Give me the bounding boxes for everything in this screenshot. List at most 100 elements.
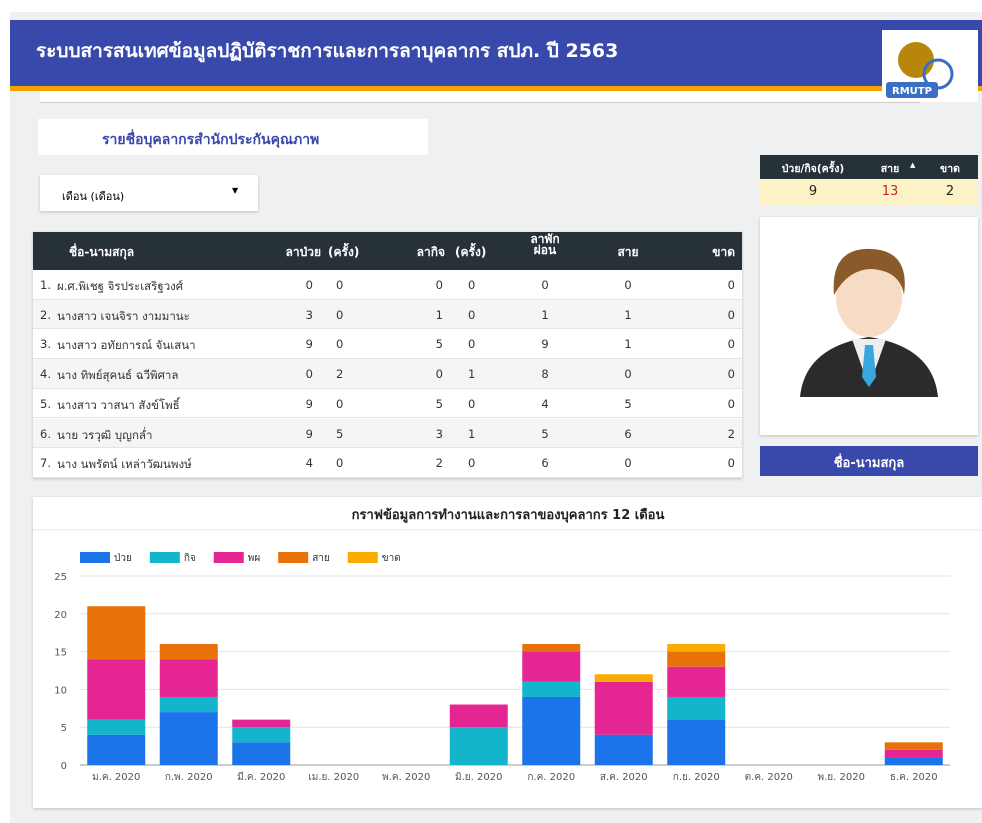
chart: กราฟข้อมูลการทำงานและการลาของบุคลากร 12 … [33, 507, 982, 783]
summary-header-cell: ขาด [940, 163, 960, 175]
legend-label: พผ [248, 553, 261, 564]
table-row [33, 388, 742, 419]
bar-segment [87, 659, 146, 720]
table-cell: 3 [435, 426, 443, 441]
x-tick-label: ส.ค. 2020 [600, 772, 648, 783]
x-tick-label: พ.ค. 2020 [382, 772, 430, 783]
legend-swatch [213, 552, 244, 563]
column-header: ชื่อ-นามสกุล [69, 245, 135, 259]
table-row [33, 448, 742, 478]
bar-segment [594, 734, 653, 765]
bar-segment [449, 727, 508, 765]
dropdown-arrow: ▼ [232, 186, 239, 195]
table-cell: 0 [468, 278, 476, 292]
table-cell: 0 [727, 278, 735, 292]
table-cell: 5. [40, 396, 51, 411]
logo-graphic: RMUTP [886, 42, 954, 98]
dropdown-text: เดือน (เดือน) [62, 190, 125, 203]
header-title: ระบบสารสนเทศข้อมูลปฏิบัติราชการและการลาบ… [36, 40, 619, 62]
table-row [33, 299, 742, 330]
column-header: ขาด [712, 245, 735, 259]
bar-segment [594, 674, 653, 682]
table-cell: นาย วรวุฒิ บุญกล่ำ [57, 427, 153, 442]
column-header: (ครั้ง) [328, 245, 360, 259]
x-tick-label: ก.ย. 2020 [673, 772, 720, 783]
bar-segment [667, 666, 726, 697]
y-tick-label: 0 [61, 761, 67, 772]
left-strip [0, 12, 10, 823]
summary-value: 2 [945, 184, 955, 199]
table-cell: 1. [40, 278, 51, 292]
bar-segment [87, 719, 146, 735]
bar-segment [159, 712, 218, 765]
table-cell: 0 [727, 456, 735, 471]
table-cell: 1 [541, 307, 549, 322]
profile-card [760, 217, 978, 435]
summary-table: ป่วย/กิจ(ครั้ง) 9 สาย 13 ขาด 2 ▲ [760, 155, 978, 205]
bar-segment [667, 696, 726, 720]
bar-segment [884, 749, 943, 758]
table-cell: 0 [336, 278, 344, 292]
avatar-tie [862, 345, 876, 387]
table-cell: 9 [305, 426, 313, 441]
x-tick-label: ก.พ. 2020 [165, 772, 213, 783]
x-tick-label: ก.ค. 2020 [527, 772, 575, 783]
table-cell: 0 [305, 367, 313, 382]
table-cell: 0 [624, 278, 632, 292]
table-cell: 7. [40, 456, 51, 471]
x-tick-label: ธ.ค. 2020 [890, 772, 938, 783]
table-cell: 1 [435, 307, 443, 322]
top-strip [0, 0, 982, 12]
table-cell: 0 [624, 367, 632, 382]
x-tick-label: พ.ย. 2020 [818, 772, 865, 783]
table-cell: ผ.ศ.พิเชฐ จิรประเสริฐวงศ์ [57, 279, 184, 293]
bar-segment [884, 757, 943, 765]
table-cell: 0 [727, 367, 735, 382]
header-bar [10, 20, 982, 86]
chart-title: กราฟข้อมูลการทำงานและการลาของบุคลากร 12 … [352, 507, 665, 523]
table-cell: 0 [336, 307, 344, 322]
y-tick-label: 25 [54, 572, 67, 583]
table-cell: 0 [727, 396, 735, 411]
bar-segment [87, 734, 146, 765]
legend-swatch [278, 552, 309, 563]
bar-segment [594, 681, 653, 735]
table-cell: 5 [624, 396, 632, 411]
table-cell: 0 [468, 337, 476, 352]
summary-header-cell: ป่วย/กิจ(ครั้ง) [781, 163, 845, 175]
avatar-hair [833, 248, 905, 295]
chart-card: กราฟข้อมูลการทำงานและการลาของบุคลากร 12 … [33, 497, 982, 808]
table-cell: 9 [541, 337, 549, 352]
table-cell: 5 [435, 396, 443, 411]
logo-text: RMUTP [892, 86, 932, 97]
table-cell: 0 [541, 278, 549, 292]
table-cell: 0 [727, 337, 735, 352]
x-tick-label: มี.ค. 2020 [237, 771, 285, 783]
legend-swatch [347, 552, 378, 563]
section-title: รายชื่อบุคลากรสำนักประกันคุณภาพ [38, 119, 428, 155]
table-cell: 5 [541, 426, 549, 441]
column-header: สาย [617, 245, 639, 259]
bar-segment [522, 651, 581, 682]
legend-label: ป่วย [114, 553, 132, 564]
table-cell: นาง ทิพย์สุคนธ์ ฉวีพิศาล [57, 368, 179, 383]
summary-header [760, 155, 978, 179]
month-dropdown[interactable]: เดือน (เดือน) ▼ [40, 175, 258, 211]
table-cell: 0 [468, 396, 476, 411]
table-cell: 8 [541, 367, 549, 382]
table-cell: 0 [468, 307, 476, 322]
summary-header-cell: สาย [880, 163, 900, 175]
bar-segment [667, 651, 726, 667]
table-cell: นางสาว วาสนา สังข์โพธิ์ [57, 397, 180, 412]
summary-value: 9 [808, 184, 818, 199]
x-tick-label: ต.ค. 2020 [745, 772, 793, 783]
table-cell: 1 [468, 426, 476, 441]
avatar-face [836, 257, 902, 337]
table-cell: 5 [336, 426, 344, 441]
table-cell: 6 [541, 456, 549, 471]
legend-swatch [149, 552, 180, 563]
legend-label: กิจ [184, 553, 196, 564]
table-cell: 1 [468, 367, 476, 382]
header-shadow [40, 91, 920, 103]
